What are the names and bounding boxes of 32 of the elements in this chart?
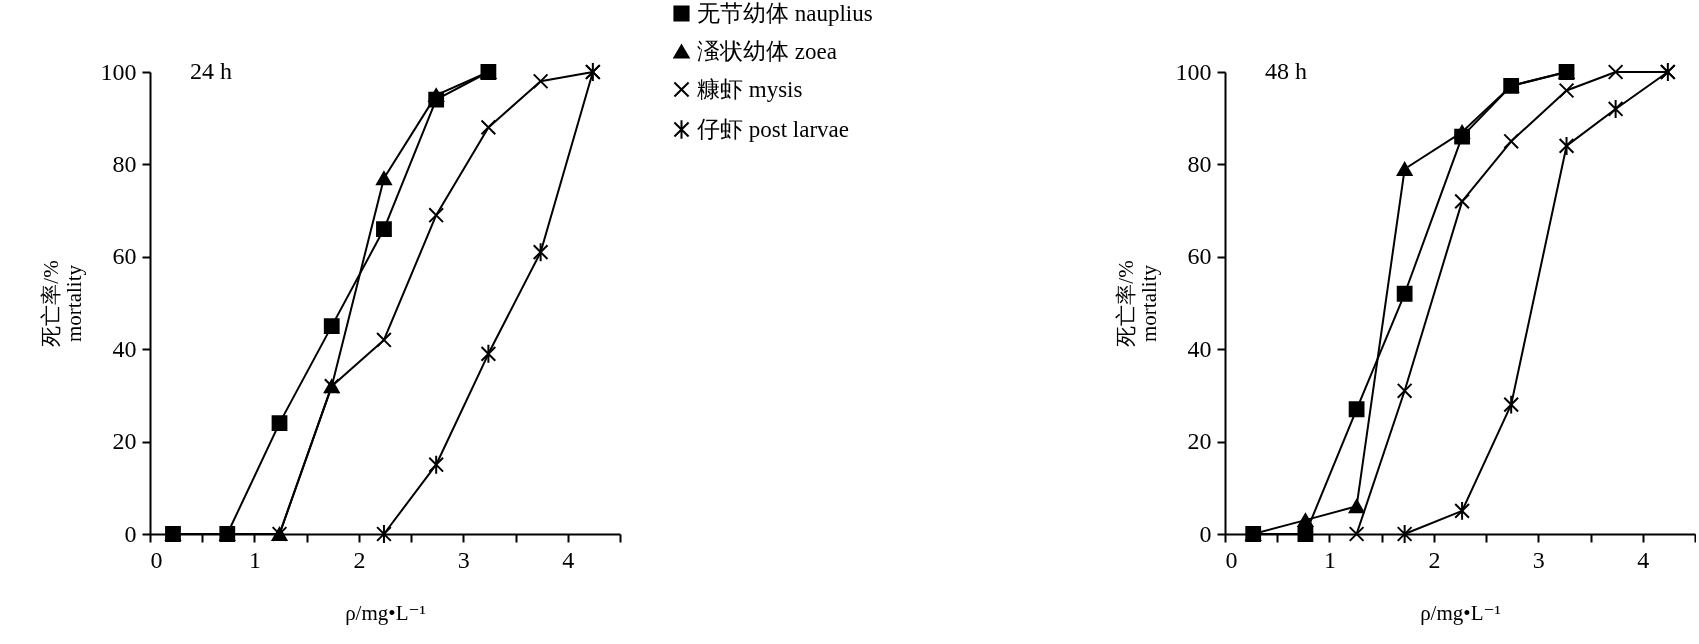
y-tick-label: 20 [112,428,137,455]
legend-label: 无节幼体 nauplius [697,0,873,26]
x-tick-label: 2 [353,546,366,573]
y-tick-label: 0 [124,520,137,547]
chart-title: 48 h [1265,58,1307,84]
x-tick-label: 4 [1637,546,1650,573]
y-axis-title: 死亡率/% mortality [38,260,86,347]
legend-label: 溞状幼体 zoea [697,38,837,64]
y-tick-label: 40 [112,335,137,362]
y-tick-label: 100 [100,58,137,85]
x-tick-label: 2 [1428,546,1441,573]
x-axis-title: ρ/mg•L⁻¹ [1420,600,1501,625]
x-tick-label: 0 [150,546,163,573]
chart-title: 24 h [190,58,232,84]
y-tick-label: 0 [1199,520,1212,547]
x-tick-label: 4 [562,546,575,573]
legend-label: 糠虾 mysis [697,76,803,102]
y-tick-label: 100 [1175,58,1212,85]
legend-label: 仔虾 post larvae [697,116,850,142]
x-tick-label: 1 [248,546,261,573]
y-tick-label: 80 [1187,150,1212,177]
y-tick-label: 40 [1187,335,1212,362]
y-axis-title: 死亡率/% mortality [1113,260,1161,347]
y-tick-label: 60 [1187,243,1212,270]
x-tick-label: 3 [457,546,470,573]
x-tick-label: 3 [1532,546,1545,573]
x-tick-label: 0 [1225,546,1238,573]
x-tick-label: 1 [1323,546,1336,573]
y-tick-label: 20 [1187,428,1212,455]
y-tick-label: 60 [112,243,137,270]
y-tick-label: 80 [112,150,137,177]
x-axis-title: ρ/mg•L⁻¹ [345,600,426,625]
